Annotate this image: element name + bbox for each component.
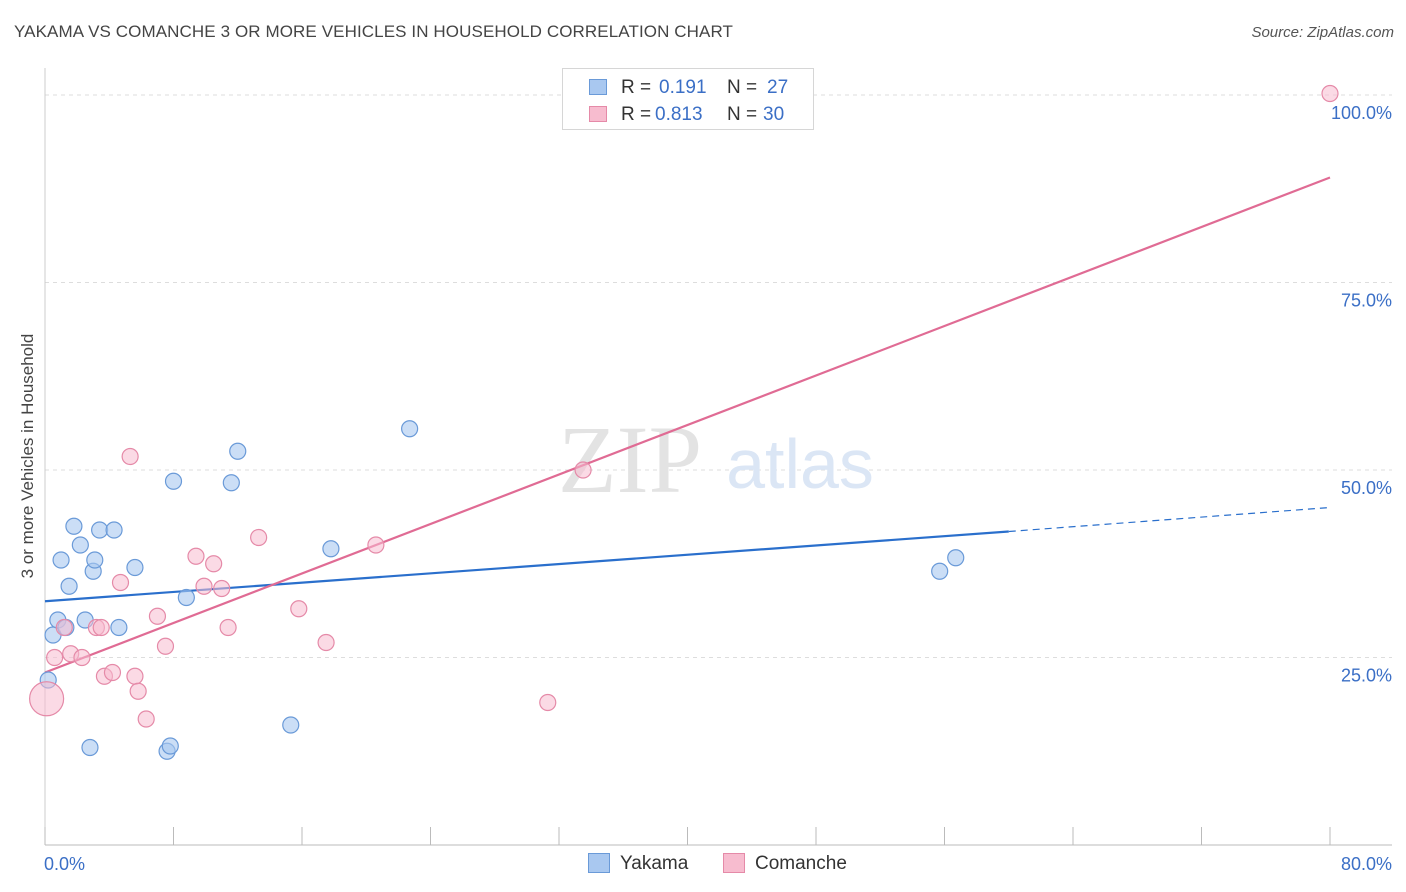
comanche-point [250,528,268,547]
yakama-point [931,562,949,580]
comanche-point [187,547,205,565]
comanche-point [103,663,122,682]
comanche-point [137,710,155,728]
yakama-point [71,536,89,554]
r-label: R = [621,104,652,125]
comanche-point [1321,84,1339,103]
yakama-point [60,577,78,595]
comanche-legend-swatch [723,853,745,873]
watermark-atlas: atlas [726,425,874,503]
source-credit: Source: ZipAtlas.com [1251,24,1394,41]
n-label: N = [727,77,758,98]
comanche-trend-line [44,176,1331,674]
comanche-point [367,536,385,554]
comanche-swatch [589,106,607,122]
y-axis-label: 3 or more Vehicles in Household [18,333,37,579]
yakama-point [222,474,240,492]
comanche-point [148,607,167,625]
yakama-point [177,588,195,607]
comanche-point [55,618,73,637]
yakama-swatch [589,79,607,95]
comanche-point [92,618,110,637]
n-value: 30 [763,104,785,125]
yakama-legend-label: Yakama [620,853,689,874]
yakama-point [401,420,419,438]
yakama-point [81,738,99,757]
yakama-point [161,737,179,755]
yakama-point [322,540,340,558]
comanche-point [126,667,144,685]
y-tick-label: 75.0% [1341,291,1392,311]
y-tick-label: 50.0% [1341,478,1392,498]
yakama-point [164,472,183,490]
yakama-point [110,618,128,637]
comanche-point [205,555,223,573]
y-tick-label: 100.0% [1331,103,1392,123]
yakama-point [126,558,144,577]
x-tick-label: 80.0% [1341,854,1392,874]
comanche-legend-label: Comanche [755,853,847,874]
grid-lines [45,94,1392,658]
comanche-point [219,618,237,637]
comanche-point [73,648,91,667]
comanche-point [195,577,213,595]
yakama-point [52,551,70,569]
comanche-point [156,637,175,655]
yakama-point [105,521,123,539]
correlation-legend: R = 0.191 N = 27 R = 0.813 N = 30 [562,68,814,130]
watermark-zip: ZIP [558,406,702,513]
data-points [29,84,1339,760]
comanche-point [129,682,147,700]
yakama-legend-swatch [588,853,610,873]
r-value: 0.813 [655,104,703,125]
n-label: N = [727,104,758,125]
tick-labels: 25.0% 50.0% 75.0% 100.0% 0.0% 80.0% [44,103,1392,874]
trend-lines [44,176,1331,674]
yakama-point [91,521,109,539]
yakama-point [86,551,104,569]
comanche-point [213,579,231,598]
r-label: R = [621,77,652,98]
y-tick-label: 25.0% [1341,666,1392,686]
yakama-point [947,549,965,567]
comanche-point [290,600,308,618]
axes [44,68,1392,846]
comanche-point [539,693,557,712]
watermark: ZIP atlas [558,406,874,513]
comanche-point [574,461,592,479]
n-value: 27 [767,77,789,98]
yakama-point [229,442,247,460]
comanche-point [317,633,335,652]
x-tick-label: 0.0% [44,854,85,874]
r-value: 0.191 [659,77,707,98]
yakama-point [282,716,300,734]
yakama-point [65,517,83,535]
comanche-point [111,573,130,592]
comanche-point [29,681,65,717]
comanche-point [46,648,64,667]
yakama-trend-extension [1008,506,1331,533]
chart-title: YAKAMA VS COMANCHE 3 OR MORE VEHICLES IN… [14,22,734,41]
comanche-point [121,447,139,466]
